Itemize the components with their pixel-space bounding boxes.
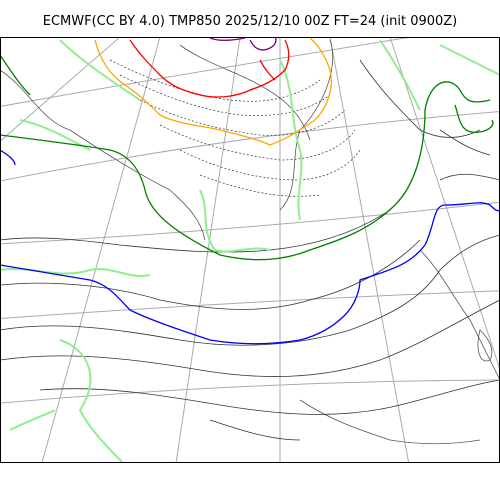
isotherms-green [0, 54, 494, 261]
meridian-line [329, 37, 410, 463]
isotherm [139, 99, 346, 136]
isotherm [0, 81, 491, 261]
isotherm [209, 37, 246, 41]
isotherm [0, 54, 31, 96]
meridian-line [389, 37, 500, 372]
isotherm [199, 189, 271, 253]
isotherm [0, 149, 16, 166]
coastline [299, 399, 481, 445]
latitude-line [0, 201, 500, 245]
isotherms-dotted [109, 59, 361, 197]
isotherm [359, 59, 481, 138]
graticule-meridians [0, 37, 500, 463]
isotherms-purple [209, 37, 277, 51]
latitude-line [0, 37, 415, 107]
isotherm [439, 129, 491, 156]
isotherm [0, 202, 500, 345]
isotherm [439, 173, 500, 181]
isotherm [94, 37, 332, 146]
isotherm [119, 74, 331, 116]
meridian-line [175, 37, 241, 463]
isotherm [379, 39, 421, 111]
isotherm [209, 419, 301, 441]
isotherm [0, 209, 391, 253]
isotherm [259, 59, 276, 81]
isotherm [39, 379, 500, 415]
coastline [179, 44, 311, 141]
isotherm [199, 174, 321, 197]
latitude-line [0, 379, 500, 404]
isotherm [179, 149, 361, 181]
isotherm [439, 44, 500, 76]
isotherms-orange [94, 37, 332, 146]
isotherm [9, 409, 56, 431]
meridian-line [0, 37, 121, 142]
latitude-line [0, 290, 500, 320]
meridian-line [41, 37, 161, 463]
isotherms-red [129, 39, 290, 98]
isotherm [0, 299, 500, 377]
isotherm [0, 234, 500, 346]
map-title: ECMWF(CC BY 4.0) TMP850 2025/12/10 00Z F… [42, 14, 458, 29]
coastlines [0, 39, 500, 445]
isotherms-blue [0, 149, 500, 345]
isotherm [19, 119, 91, 151]
isotherm [0, 239, 421, 310]
coastline [419, 249, 500, 381]
isotherm [249, 37, 277, 51]
isotherm [159, 124, 356, 161]
isotherm [279, 59, 303, 221]
graticule-latitudes [0, 37, 500, 404]
isotherm [59, 39, 141, 101]
isotherm [454, 104, 494, 133]
latitude-line [0, 111, 500, 182]
isotherms-thin [0, 59, 500, 441]
isotherm [109, 59, 321, 102]
coastline [0, 69, 206, 241]
isotherm [129, 39, 290, 98]
isotherm [59, 339, 125, 463]
coastline [477, 329, 493, 362]
isotherm [0, 268, 151, 277]
